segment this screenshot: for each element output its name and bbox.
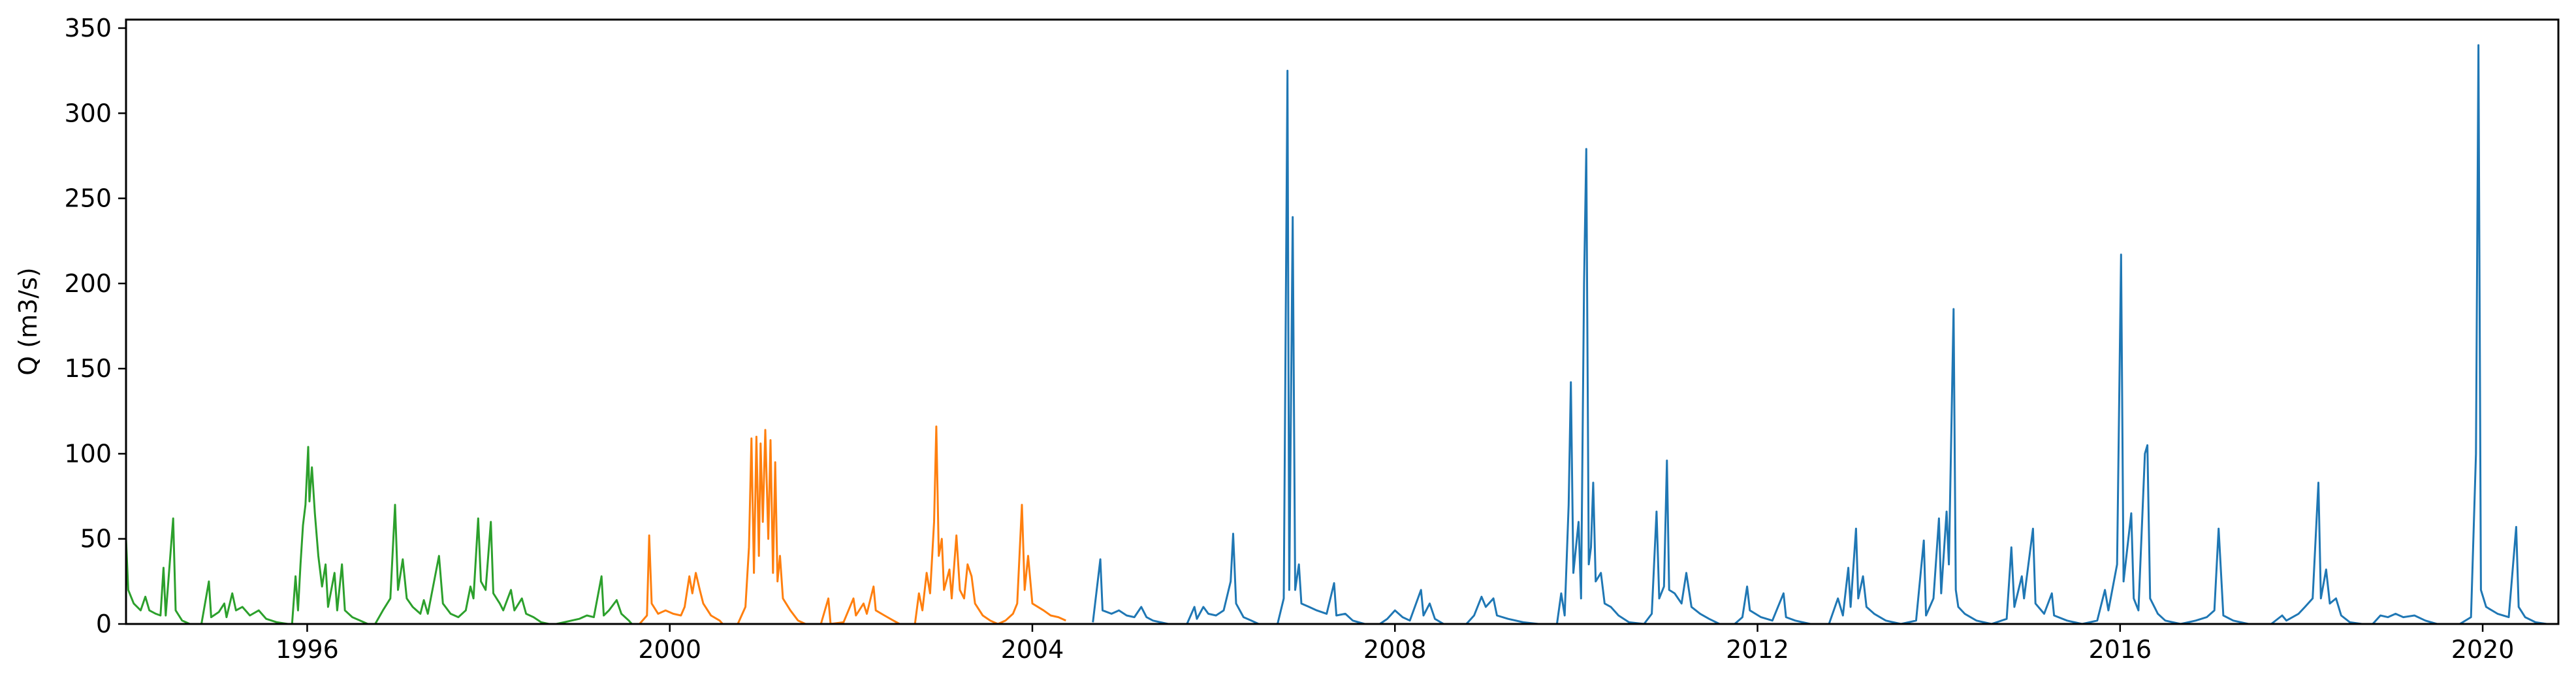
- y-tick-label: 0: [96, 610, 112, 638]
- y-tick-label: 200: [64, 269, 112, 298]
- y-tick-label: 50: [80, 525, 112, 553]
- y-tick-label: 100: [64, 439, 112, 468]
- x-tick-label: 1996: [276, 635, 339, 664]
- series-layer: [125, 44, 2556, 625]
- series-line-2: [639, 425, 1066, 625]
- y-axis-label: Q (m3/s): [14, 267, 42, 375]
- x-tick-label: 2016: [2088, 635, 2152, 664]
- x-axis-ticks: 1996 2000 2004 2008 2012 2016 2020: [276, 624, 2514, 664]
- plot-frame: [125, 18, 2560, 625]
- x-tick-label: 2008: [1363, 635, 1427, 664]
- x-tick-label: 2020: [2451, 635, 2515, 664]
- y-axis-ticks: 0 50 100 150 200 250 300 350: [64, 14, 126, 638]
- y-tick-label: 150: [64, 354, 112, 383]
- y-tick-label: 300: [64, 99, 112, 127]
- series-line-1: [125, 446, 633, 625]
- y-tick-label: 350: [64, 14, 112, 42]
- x-tick-label: 2004: [1001, 635, 1064, 664]
- x-tick-label: 2012: [1726, 635, 1789, 664]
- y-tick-label: 250: [64, 184, 112, 213]
- x-tick-label: 2000: [638, 635, 701, 664]
- series-line-3: [1092, 44, 2556, 625]
